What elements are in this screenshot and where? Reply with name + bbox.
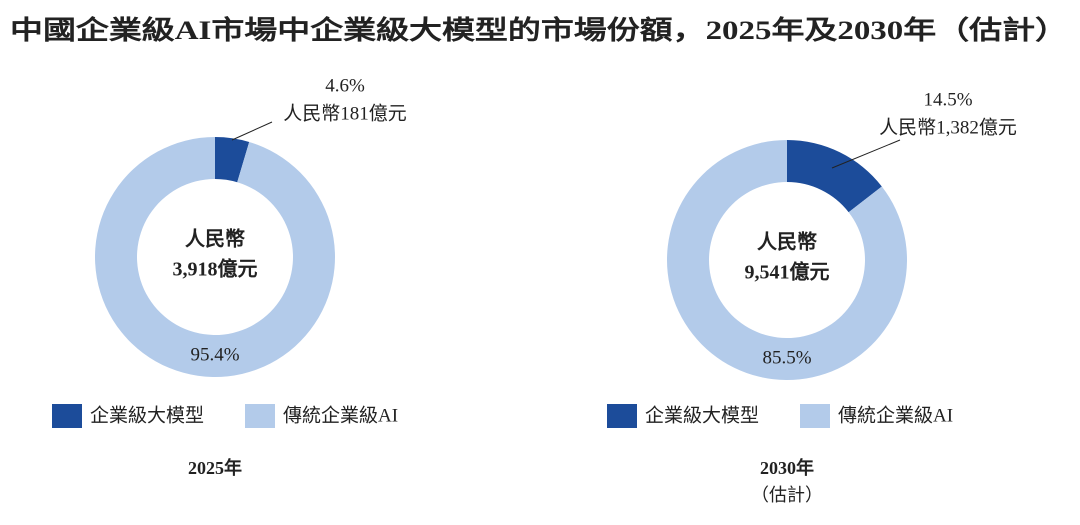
legend-swatch <box>607 404 637 428</box>
caption: 2025年 <box>188 457 242 478</box>
pie-slice <box>215 137 250 183</box>
annotation: 人民幣181億元 <box>283 102 407 124</box>
legend-label: 傳統企業級AI <box>838 404 953 426</box>
center-label: 人民幣 <box>185 227 245 251</box>
value-label: 4.6% <box>325 75 365 96</box>
leader-line <box>231 121 273 141</box>
annotation: 人民幣1,382億元 <box>879 116 1017 138</box>
value-label: 85.5% <box>762 347 811 368</box>
caption: （估計） <box>751 485 823 505</box>
pie-slice <box>667 140 907 380</box>
page-title: 中國企業級AI市場中企業級大模型的市場份額，2025年及2030年（估計） <box>10 15 1068 45</box>
legend-label: 企業級大模型 <box>645 404 759 426</box>
center-label: 3,918億元 <box>173 257 258 281</box>
legend-swatch <box>800 404 830 428</box>
legend-swatch <box>52 404 82 428</box>
legend-label: 傳統企業級AI <box>283 404 398 426</box>
pie-slice <box>95 137 336 378</box>
value-label: 95.4% <box>190 344 239 365</box>
center-label: 人民幣 <box>757 230 817 254</box>
leader-line <box>831 139 901 169</box>
center-label: 9,541億元 <box>745 260 830 284</box>
value-label: 14.5% <box>923 89 972 110</box>
pie-slice <box>787 140 882 213</box>
legend-label: 企業級大模型 <box>90 404 204 426</box>
caption: 2030年 <box>760 457 814 478</box>
legend-swatch <box>245 404 275 428</box>
